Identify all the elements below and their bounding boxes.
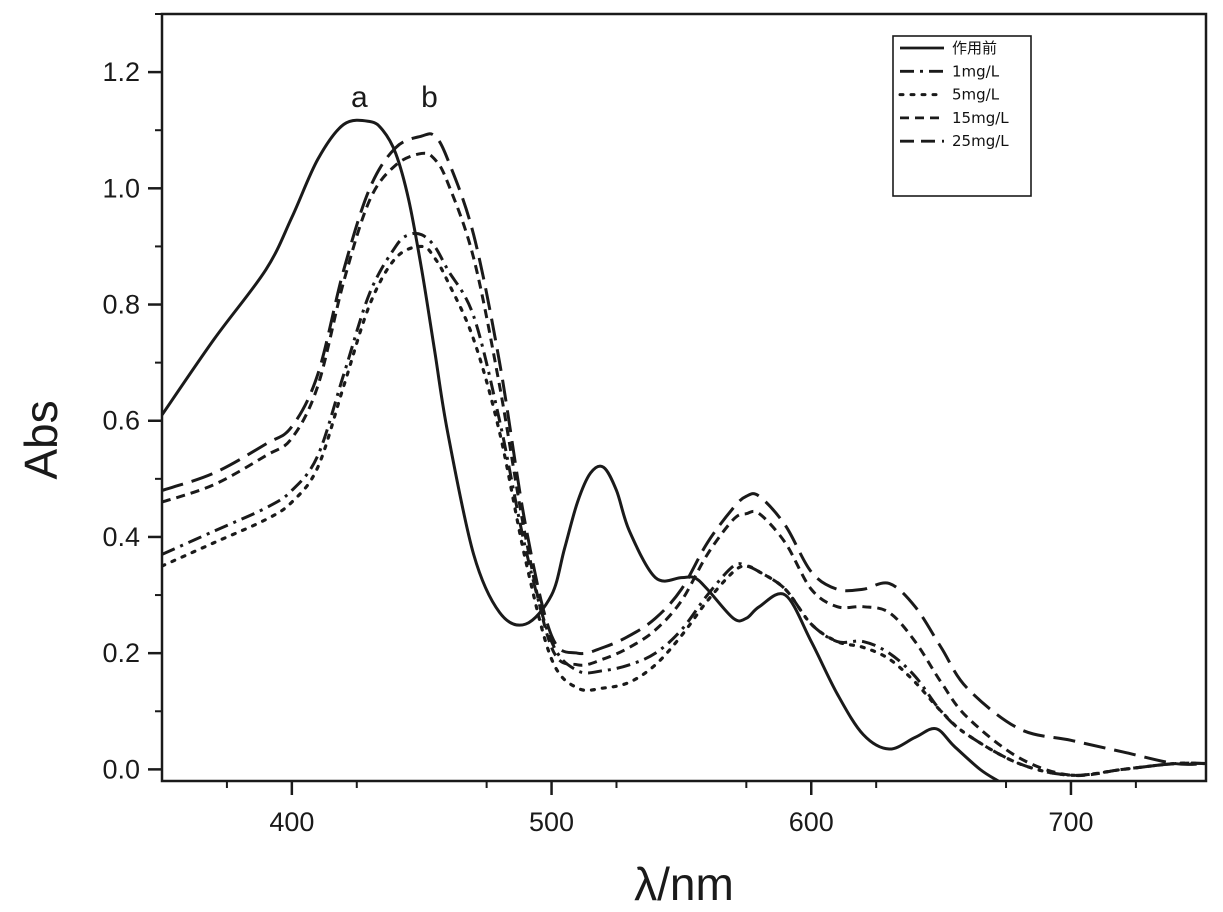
- legend-label: 25mg/L: [952, 132, 1009, 150]
- x-axis-title: λ/nm: [634, 858, 734, 910]
- absorbance-chart: 4005006007000.00.20.40.60.81.01.2 ab λ/n…: [0, 0, 1223, 912]
- legend-label: 1mg/L: [952, 62, 1000, 80]
- series-line-5: [162, 134, 1206, 765]
- y-tick-label: 0.4: [102, 522, 140, 552]
- legend: 作用前 1mg/L 5mg/L 15mg/L 25mg/L: [893, 36, 1031, 196]
- x-tick-label: 400: [269, 807, 314, 837]
- series-line-4: [162, 153, 1206, 775]
- y-tick-label: 0.0: [102, 754, 140, 784]
- x-tick-label: 500: [529, 807, 574, 837]
- legend-label: 5mg/L: [952, 86, 1000, 104]
- y-tick-label: 1.0: [102, 173, 140, 203]
- annotation-layer: ab: [351, 81, 438, 114]
- x-tick-label: 600: [789, 807, 834, 837]
- y-axis-title: Abs: [15, 400, 67, 479]
- y-tick-label: 0.2: [102, 638, 140, 668]
- series-line-2: [162, 233, 1206, 775]
- y-tick-label: 0.6: [102, 406, 140, 436]
- series-line-1: [162, 120, 998, 781]
- series-line-3: [162, 246, 1206, 775]
- y-tick-label: 1.2: [102, 57, 140, 87]
- legend-label: 作用前: [952, 39, 997, 57]
- y-tick-label: 0.8: [102, 290, 140, 320]
- curve-annotation-a: a: [351, 81, 368, 114]
- series-layer: [162, 120, 1206, 781]
- plot-frame: [162, 14, 1206, 781]
- curve-annotation-b: b: [421, 81, 438, 114]
- x-tick-label: 700: [1048, 807, 1093, 837]
- legend-label: 15mg/L: [952, 109, 1009, 127]
